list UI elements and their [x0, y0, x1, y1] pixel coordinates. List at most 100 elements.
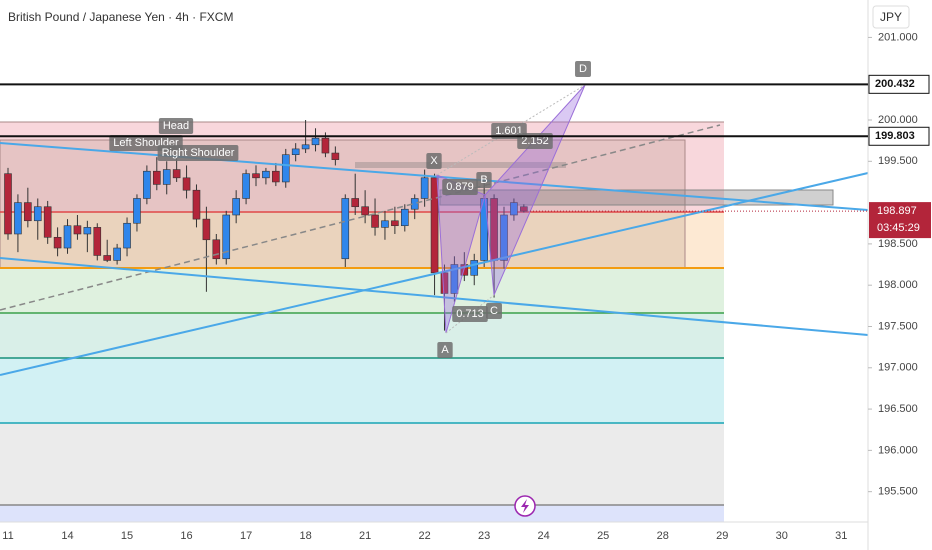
last-price-tag	[869, 202, 931, 239]
candle-body	[113, 247, 121, 261]
x-tick-label: 11	[2, 530, 13, 542]
pattern-ratio-box	[452, 306, 488, 322]
candle-body	[133, 198, 141, 224]
y-tick-label: 199.500	[878, 155, 918, 167]
x-tick-label: 16	[180, 530, 192, 542]
candle-body	[400, 208, 409, 227]
level-tag-label: 199.803	[875, 130, 915, 142]
candle-body	[202, 218, 211, 241]
candle-body	[24, 202, 32, 222]
x-tick-label: 25	[597, 530, 609, 542]
pattern-ratio: 0.879	[446, 181, 474, 193]
currency-box[interactable]	[872, 5, 910, 29]
pattern-name: Head	[163, 120, 189, 132]
candle-body	[143, 170, 151, 199]
x-tick-label: 22	[419, 530, 431, 542]
pattern-name-box	[157, 145, 239, 161]
y-tick-label: 197.000	[878, 362, 918, 374]
y-tick-label: 198.500	[878, 238, 918, 250]
pattern-point: B	[480, 174, 487, 186]
candle-body	[272, 170, 280, 183]
candle-body	[252, 173, 260, 179]
x-tick-label: 17	[240, 530, 252, 542]
pattern-ratio: 0.713	[456, 308, 484, 320]
candle-body	[83, 227, 92, 235]
pattern-point: X	[430, 155, 438, 167]
pattern-point-box	[426, 153, 442, 169]
y-tick-label: 195.500	[878, 486, 918, 498]
pattern-point-box	[437, 342, 453, 358]
x-tick-label: 30	[776, 530, 788, 542]
x-tick-label: 18	[299, 530, 311, 542]
zone	[0, 505, 724, 522]
candle-body	[4, 173, 12, 235]
trendline	[0, 257, 869, 336]
candles	[4, 120, 528, 331]
x-tick-label: 21	[359, 530, 371, 542]
pattern-point: A	[441, 344, 449, 356]
candle-body	[172, 169, 181, 179]
last-price-label: 198.897	[877, 205, 917, 217]
candle-body	[430, 177, 439, 274]
x-tick-label: 28	[657, 530, 669, 542]
candle-body	[311, 137, 320, 146]
x-tick-label: 29	[716, 530, 728, 542]
pattern-name: Right Shoulder	[162, 147, 235, 159]
candle-body	[420, 177, 429, 199]
candle-body	[182, 177, 191, 191]
candle-body	[153, 170, 161, 185]
x-tick-label: 24	[538, 530, 550, 542]
level-tag	[868, 74, 930, 94]
pattern-point: D	[579, 63, 587, 75]
candle-body	[212, 239, 221, 260]
candle-body	[53, 236, 62, 249]
x-tick-label: 15	[121, 530, 133, 542]
x-tick-label: 31	[835, 530, 847, 542]
pattern-point-box	[486, 303, 502, 319]
candle-body	[162, 169, 171, 185]
candle-body	[470, 260, 479, 276]
x-tick-label: 14	[61, 530, 73, 542]
candle-body	[14, 202, 22, 235]
candle-body	[351, 198, 360, 208]
chart-title: British Pound / Japanese Yen · 4h · FXCM	[8, 10, 233, 24]
candle-body	[73, 225, 82, 235]
dashed-trendline	[0, 124, 721, 311]
candle-body	[500, 214, 508, 261]
pattern-ratio: 1.601	[495, 125, 523, 137]
pattern-point: C	[490, 305, 498, 317]
zone	[0, 423, 724, 505]
y-tick-label: 196.000	[878, 444, 918, 456]
level-tag	[868, 126, 930, 146]
zone	[0, 313, 724, 358]
candle-body	[93, 227, 102, 256]
zone	[0, 358, 724, 423]
candle-body	[33, 206, 42, 222]
pattern-point-box	[476, 172, 492, 188]
y-tick-label: 200.000	[878, 114, 918, 126]
level-tag-label: 200.432	[875, 78, 915, 90]
candle-body	[103, 255, 111, 261]
candle-body	[510, 202, 518, 216]
candle-body	[381, 220, 389, 228]
drawings	[0, 84, 869, 517]
currency: JPY	[880, 10, 902, 24]
candle-body	[63, 225, 72, 249]
pattern-ratio: 2.152	[521, 135, 549, 147]
y-tick-label: 197.500	[878, 320, 918, 332]
candle-body	[341, 198, 350, 260]
candle-body	[123, 222, 131, 249]
candle-body	[232, 198, 240, 216]
candle-body	[43, 206, 52, 238]
y-tick-label: 196.500	[878, 403, 918, 415]
candle-body	[301, 144, 310, 150]
event-icon-bolt	[521, 499, 529, 513]
candle-body	[520, 206, 528, 212]
candle-body	[440, 272, 449, 294]
pattern-ratio-box	[442, 179, 478, 195]
candle-body	[291, 148, 300, 155]
candle-body	[262, 170, 270, 179]
countdown: 03:45:29	[877, 222, 920, 234]
candle-body	[222, 214, 231, 260]
